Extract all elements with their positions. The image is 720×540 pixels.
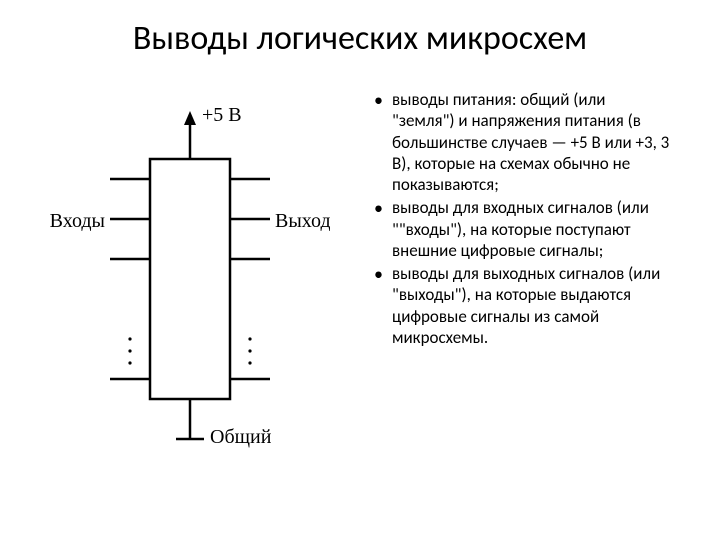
diagram-column: +5 В Общий Входы (40, 89, 340, 469)
chip-schematic: +5 В Общий Входы (50, 89, 330, 469)
dots-right (248, 361, 251, 364)
bullet-item: выводы для выходных сигналов (или "выход… (370, 263, 670, 348)
dots-left (128, 337, 131, 340)
chip-body (150, 159, 230, 399)
dots-right (248, 337, 251, 340)
power-arrowhead (184, 111, 196, 125)
dots-right (248, 349, 251, 352)
outputs-label: Выходы (275, 210, 330, 232)
bullet-item: выводы питания: общий (или "земля") и на… (370, 89, 670, 195)
inputs-label: Входы (50, 210, 105, 232)
ground-label: Общий (210, 426, 272, 448)
content-row: +5 В Общий Входы (0, 59, 720, 469)
power-label: +5 В (202, 104, 242, 126)
slide-title: Выводы логических микросхем (0, 0, 720, 59)
dots-left (128, 349, 131, 352)
bullet-item: выводы для входных сигналов (или ""входы… (370, 197, 670, 261)
bullet-list: выводы питания: общий (или "земля") и на… (370, 89, 670, 348)
dots-left (128, 361, 131, 364)
bullets-column: выводы питания: общий (или "земля") и на… (370, 89, 680, 469)
